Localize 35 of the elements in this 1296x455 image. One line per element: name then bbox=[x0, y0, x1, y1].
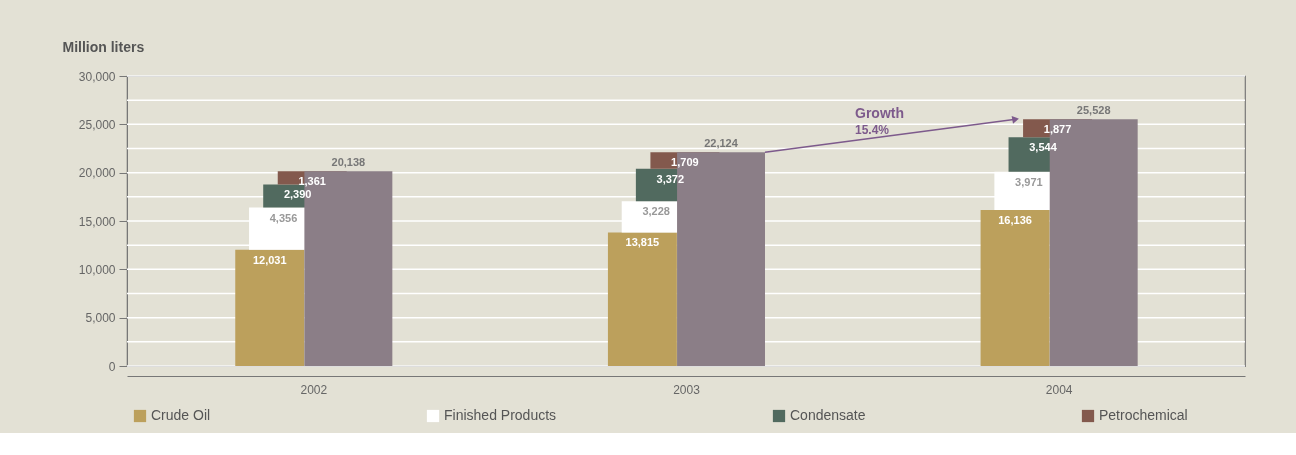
y-tick-label: 20,000 bbox=[78, 166, 116, 181]
y-tick-label: 25,000 bbox=[78, 117, 116, 132]
annotation: Growth bbox=[855, 105, 904, 121]
legend-label: Finished Products bbox=[444, 407, 557, 423]
data-label: 20,138 bbox=[331, 156, 366, 169]
bar bbox=[235, 249, 305, 366]
data-label: 1,877 bbox=[1043, 123, 1072, 136]
data-label: 2,390 bbox=[283, 188, 312, 201]
y-tick-label: 10,000 bbox=[78, 262, 116, 277]
y-tick-label: 5,000 bbox=[85, 311, 116, 326]
data-label: 1,361 bbox=[298, 175, 326, 188]
data-label: 1,709 bbox=[671, 156, 699, 169]
y-tick-label: 0 bbox=[108, 359, 116, 374]
data-label: 3,544 bbox=[1029, 141, 1058, 154]
legend-label: Petrochemical bbox=[1099, 407, 1188, 423]
data-label: 16,136 bbox=[998, 214, 1032, 227]
data-label: 4,356 bbox=[269, 211, 298, 224]
x-tick-label: 2002 bbox=[300, 382, 328, 397]
bar bbox=[607, 232, 677, 366]
y-tick-label: 30,000 bbox=[78, 69, 116, 84]
y-tick-label: 15,000 bbox=[78, 214, 116, 229]
annotation: 15.4% bbox=[855, 123, 890, 137]
data-label: 3,228 bbox=[642, 205, 670, 218]
data-label: 12,031 bbox=[252, 253, 287, 266]
data-label: 3,971 bbox=[1015, 175, 1043, 188]
data-label: 3,372 bbox=[656, 172, 685, 185]
data-label: 25,528 bbox=[1076, 104, 1111, 117]
y-axis-title: Million liters bbox=[62, 38, 145, 55]
data-label: 13,815 bbox=[625, 236, 660, 249]
bar bbox=[980, 210, 1050, 366]
x-tick-label: 2003 bbox=[673, 382, 701, 397]
data-label: 22,124 bbox=[704, 137, 739, 150]
x-tick-label: 2004 bbox=[1045, 382, 1073, 397]
legend-label: Condensate bbox=[790, 407, 866, 423]
legend-label: Crude Oil bbox=[151, 407, 211, 423]
